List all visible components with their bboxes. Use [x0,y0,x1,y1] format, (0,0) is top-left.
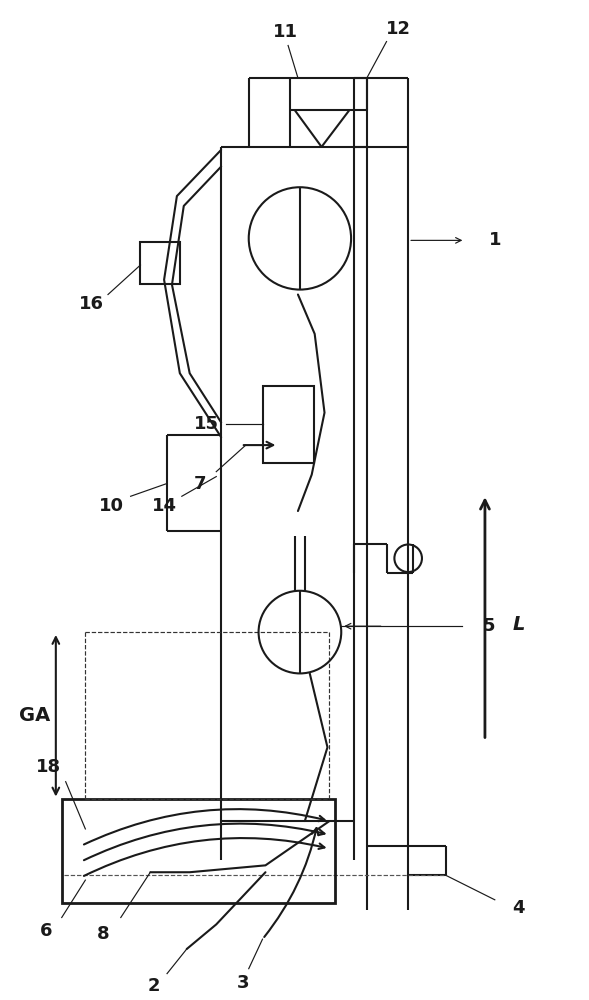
Bar [140,242,180,284]
Text: 2: 2 [148,977,160,995]
Text: 18: 18 [37,758,61,776]
Text: 4: 4 [512,899,525,917]
Text: L: L [512,615,525,634]
Text: 15: 15 [194,415,219,433]
Text: 11: 11 [273,23,297,41]
Text: 1: 1 [488,231,501,249]
Text: 7: 7 [193,475,206,493]
Text: 3: 3 [237,974,249,992]
Text: 14: 14 [151,497,177,515]
Text: 12: 12 [386,20,411,38]
Text: 6: 6 [39,922,52,940]
Bar [62,799,335,903]
Text: 5: 5 [482,617,495,635]
Text: 16: 16 [79,295,104,313]
Text: 8: 8 [97,925,110,943]
Text: GA: GA [18,706,50,725]
Text: 10: 10 [98,497,124,515]
Bar [263,386,314,463]
